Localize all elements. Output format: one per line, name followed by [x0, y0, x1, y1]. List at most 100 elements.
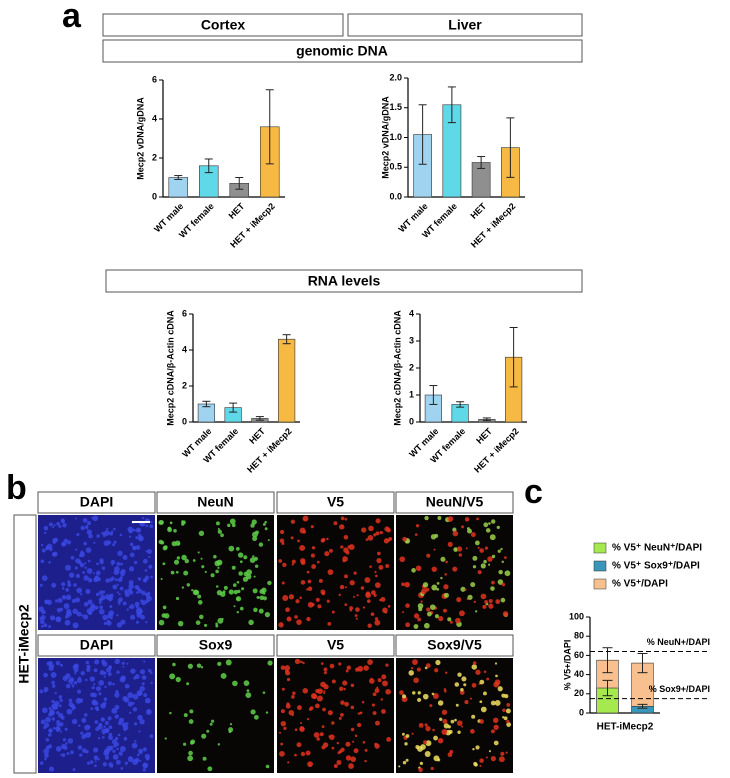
- cell: [454, 718, 457, 722]
- panel-label: a: [62, 0, 82, 35]
- cell: [42, 707, 48, 714]
- cell: [60, 518, 65, 523]
- cell: [357, 712, 361, 715]
- cell: [239, 560, 243, 564]
- cell: [132, 759, 139, 766]
- cell: [326, 537, 329, 541]
- micrograph-title: DAPI: [80, 637, 113, 653]
- cell: [63, 745, 68, 750]
- cell: [131, 742, 138, 749]
- cell: [142, 763, 147, 767]
- y-tick-label: 40: [574, 669, 584, 679]
- cell: [229, 518, 236, 525]
- cell: [110, 559, 116, 565]
- cell: [461, 725, 464, 728]
- cell: [44, 600, 48, 604]
- panel-label: c: [524, 473, 543, 511]
- micrograph-title: NeuN: [197, 494, 234, 510]
- cell: [106, 527, 109, 531]
- cell: [422, 693, 429, 700]
- cell: [331, 610, 335, 614]
- cell: [225, 659, 232, 666]
- cell: [135, 605, 139, 609]
- cell: [136, 753, 140, 757]
- cell: [385, 688, 391, 695]
- cell: [197, 551, 200, 554]
- cell: [417, 617, 422, 622]
- cell: [223, 585, 228, 590]
- cell: [137, 588, 143, 594]
- cell: [441, 709, 448, 715]
- cell: [113, 569, 120, 576]
- y-tick-label: 1.5: [389, 102, 402, 112]
- cell: [52, 726, 56, 730]
- cell: [141, 675, 147, 680]
- cell: [170, 570, 175, 575]
- cell: [140, 610, 144, 613]
- cell: [420, 588, 427, 595]
- cell: [426, 611, 432, 617]
- cell: [238, 571, 243, 576]
- cell: [94, 659, 100, 665]
- cell: [379, 530, 383, 535]
- cell: [172, 662, 176, 667]
- cell: [302, 688, 309, 694]
- cell: [452, 527, 457, 532]
- cell: [306, 616, 311, 622]
- cell: [505, 708, 511, 714]
- cell: [82, 517, 88, 523]
- cell: [262, 691, 266, 694]
- micrograph-title: Sox9/V5: [427, 637, 482, 653]
- cell: [300, 722, 303, 725]
- cell: [138, 535, 143, 540]
- cell: [307, 586, 313, 591]
- cell: [115, 759, 121, 765]
- cell: [80, 525, 85, 531]
- cell: [53, 524, 56, 527]
- y-tick-label: 3: [409, 335, 414, 345]
- cell: [404, 581, 410, 588]
- cell: [336, 759, 342, 765]
- cell: [350, 756, 357, 763]
- cell: [102, 590, 106, 594]
- cell: [422, 582, 429, 588]
- cell: [380, 698, 384, 701]
- cell: [98, 679, 105, 686]
- cell: [83, 614, 89, 620]
- x-tick-label: HET: [247, 426, 267, 446]
- cell: [89, 605, 96, 612]
- cell: [432, 693, 439, 699]
- cell: [411, 732, 414, 735]
- cell: [101, 566, 106, 570]
- cell: [241, 587, 245, 591]
- cell: [95, 575, 99, 580]
- cell: [64, 727, 68, 731]
- cell: [306, 588, 309, 591]
- y-tick-label: 2: [182, 380, 187, 390]
- cell: [501, 582, 506, 587]
- cell: [80, 593, 83, 596]
- cell: [91, 686, 95, 690]
- header-box: [395, 634, 514, 657]
- cell: [363, 665, 369, 671]
- panel-label: b: [6, 469, 27, 507]
- cell: [339, 524, 345, 530]
- cell: [246, 689, 250, 693]
- cell: [149, 671, 153, 674]
- cell: [487, 556, 493, 562]
- cell: [431, 584, 438, 591]
- cell: [148, 564, 153, 569]
- cell: [294, 658, 301, 665]
- header-box: [156, 634, 275, 657]
- cell: [452, 566, 458, 572]
- cell: [43, 531, 47, 534]
- cell: [124, 761, 129, 765]
- cell: [128, 535, 132, 538]
- cell: [61, 582, 66, 587]
- cell: [71, 718, 78, 725]
- cell: [253, 556, 259, 561]
- cell: [159, 520, 164, 525]
- cell: [76, 587, 83, 594]
- micrograph-title: Sox9: [199, 637, 233, 653]
- cell: [350, 683, 355, 688]
